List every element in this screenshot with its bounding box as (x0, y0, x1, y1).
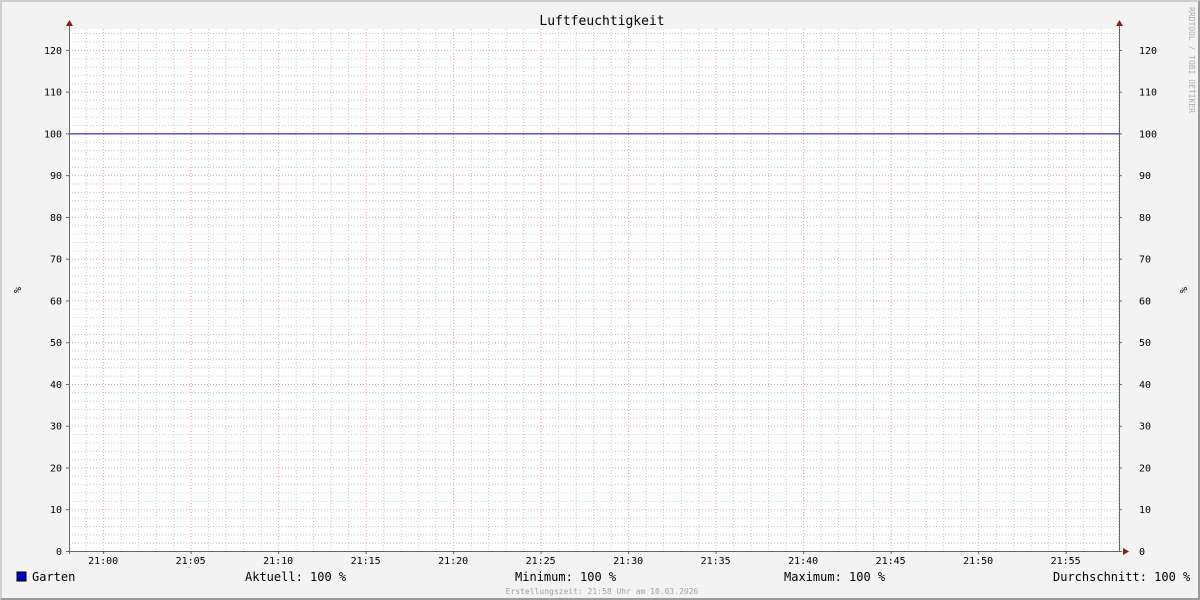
legend-aktuell: Aktuell: 100 % (245, 570, 347, 584)
watermark: RRDTOOL / TOBI OETIKER (1187, 7, 1196, 113)
y-tick-label-right: 100 (1139, 129, 1157, 140)
y-tick-label-left: 30 (50, 422, 62, 433)
y-tick-label-right: 80 (1139, 213, 1151, 224)
footer-timestamp: Erstellungszeit: 21:58 Uhr am 10.03.2026 (506, 587, 699, 596)
x-tick-label: 21:50 (963, 556, 993, 567)
chart-title: Luftfeuchtigkeit (539, 14, 664, 29)
y-tick-label-right: 90 (1139, 171, 1151, 182)
legend-series-label: Garten (32, 570, 75, 584)
y-tick-label-left: 0 (56, 547, 62, 558)
legend-maximum: Maximum: 100 % (784, 570, 886, 584)
y-tick-label-left: 60 (50, 296, 62, 307)
grid (69, 29, 1120, 551)
y-tick-label-left: 40 (50, 380, 62, 391)
y-tick-label-left: 10 (50, 505, 62, 516)
y-tick-label-right: 20 (1139, 463, 1151, 474)
x-tick-label: 21:25 (526, 556, 556, 567)
y-tick-label-right: 0 (1139, 547, 1145, 558)
y-tick-label-right: 60 (1139, 296, 1151, 307)
y-axis-label-left: % (11, 287, 22, 293)
x-tick-label: 21:30 (613, 556, 643, 567)
y-tick-label-left: 110 (44, 88, 62, 99)
y-tick-label-right: 50 (1139, 338, 1151, 349)
axes (66, 20, 1129, 555)
x-tick-label: 21:15 (351, 556, 381, 567)
y-axis-label-right: % (1177, 287, 1188, 293)
legend-swatch-garten (16, 571, 27, 582)
x-tick-label: 21:20 (438, 556, 468, 567)
legend-durchschnitt: Durchschnitt: 100 % (1053, 570, 1191, 584)
y-axis-arrow-icon (66, 20, 73, 26)
x-tick-label: 21:10 (263, 556, 293, 567)
tick-labels: 0 0 10 10 20 20 30 30 40 40 50 50 60 60 70 70 80 80 90 90 10… (44, 46, 1157, 567)
x-tick-label: 21:45 (876, 556, 906, 567)
y-axis-right-arrow-icon (1116, 20, 1123, 26)
x-tick-label: 21:40 (788, 556, 818, 567)
y-tick-label-right: 110 (1139, 88, 1157, 99)
y-tick-label-left: 80 (50, 213, 62, 224)
y-tick-label-left: 120 (44, 46, 62, 57)
y-tick-label-left: 20 (50, 463, 62, 474)
y-tick-label-right: 30 (1139, 422, 1151, 433)
y-tick-label-left: 100 (44, 129, 62, 140)
x-axis-arrow-icon (1123, 548, 1129, 555)
y-tick-label-left: 50 (50, 338, 62, 349)
x-tick-label: 21:35 (701, 556, 731, 567)
x-tick-label: 21:05 (176, 556, 206, 567)
x-tick-label: 21:00 (88, 556, 118, 567)
y-tick-label-left: 90 (50, 171, 62, 182)
y-tick-label-left: 70 (50, 255, 62, 266)
legend-minimum: Minimum: 100 % (515, 570, 617, 584)
y-tick-label-right: 40 (1139, 380, 1151, 391)
y-tick-label-right: 70 (1139, 255, 1151, 266)
y-tick-label-right: 120 (1139, 46, 1157, 57)
y-tick-label-right: 10 (1139, 505, 1151, 516)
x-tick-label: 21:55 (1051, 556, 1081, 567)
